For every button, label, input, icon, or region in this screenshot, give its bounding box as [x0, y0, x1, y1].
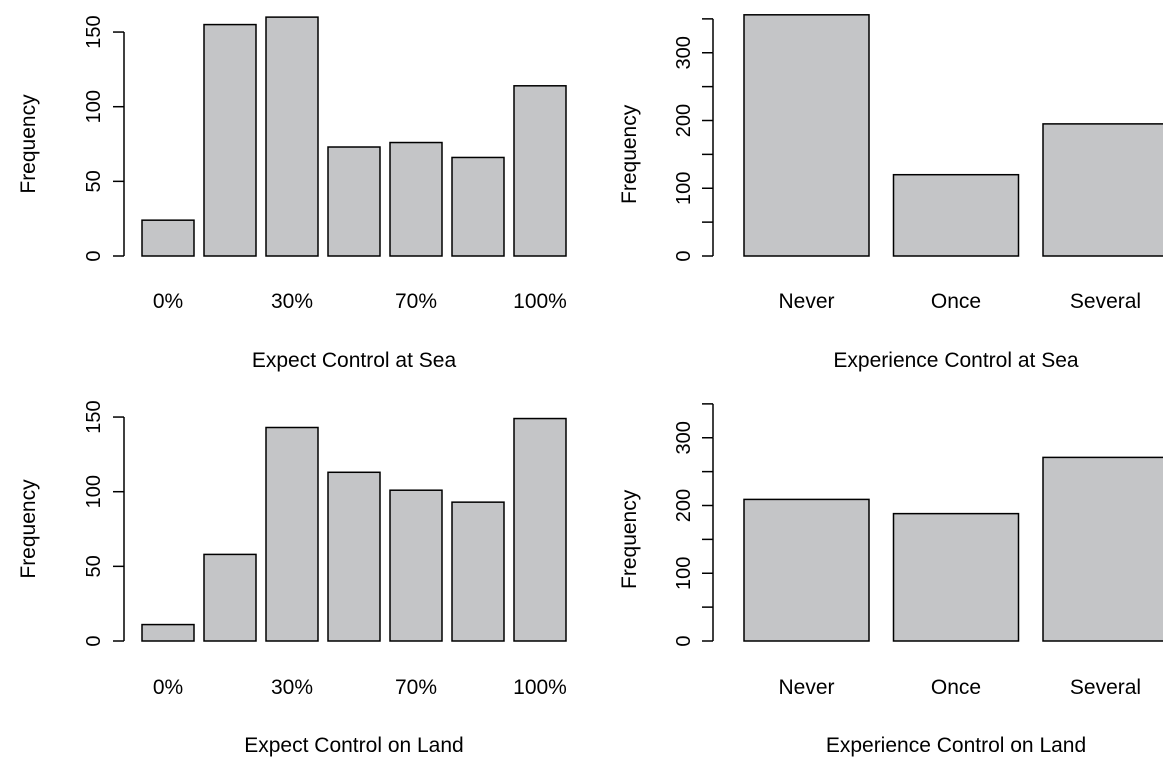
x-tick-label: 70% [395, 290, 437, 313]
x-tick-label: 100% [513, 676, 567, 699]
y-tick-label: 150 [83, 15, 105, 48]
x-tick-label: Several [1070, 676, 1141, 699]
bar-bar-5 [451, 501, 505, 642]
bar-never [743, 498, 870, 642]
y-tick-label: 300 [673, 421, 695, 454]
y-tick-label: 150 [83, 400, 105, 433]
y-tick-label: 300 [673, 36, 695, 69]
y-tick-label: 0 [83, 635, 105, 646]
x-tick-label: 0% [153, 676, 183, 699]
x-axis-title: Expect Control at Sea [252, 349, 457, 372]
y-tick-label: 0 [83, 250, 105, 261]
y-tick-label: 100 [83, 475, 105, 508]
y-axis-title: Frequency [17, 94, 40, 194]
bar-70pct [389, 141, 443, 257]
x-tick-label: Never [778, 290, 834, 313]
panel-experience-control-on-land: 0 100 200 300 Never Once Several Experience Con… [618, 403, 1163, 757]
y-axis-title: Frequency [618, 489, 641, 589]
bar-once [892, 512, 1020, 642]
bar-several [1042, 123, 1163, 257]
panel-expect-control-at-sea: 0 50 100 150 0% 30% 70% 100% Expect Control at S… [17, 15, 567, 372]
bar-30pct [265, 426, 319, 642]
bar-bar-1 [203, 23, 257, 257]
bar-never [743, 14, 870, 257]
x-tick-label: 30% [271, 290, 313, 313]
y-tick-label: 50 [83, 170, 105, 192]
x-tick-label: Never [778, 676, 834, 699]
bar-30pct [265, 16, 319, 257]
bar-0pct [141, 219, 195, 257]
y-tick-label: 200 [673, 489, 695, 522]
x-tick-label: 100% [513, 290, 567, 313]
bar-100pct [513, 417, 567, 642]
panel-expect-control-on-land: 0 50 100 150 0% 30% 70% 100% Expect Control on L… [17, 400, 567, 757]
y-tick-label: 200 [673, 104, 695, 137]
bar-bar-1 [203, 553, 257, 642]
x-tick-label: Once [931, 290, 981, 313]
bar-once [892, 173, 1020, 257]
x-axis-title: Experience Control at Sea [833, 349, 1078, 372]
y-tick-label: 100 [83, 90, 105, 123]
x-axis-title: Expect Control on Land [244, 734, 463, 757]
x-axis-title: Experience Control on Land [826, 734, 1086, 757]
x-tick-label: 30% [271, 676, 313, 699]
x-tick-label: 70% [395, 676, 437, 699]
bar-several [1042, 456, 1163, 642]
y-tick-label: 100 [673, 172, 695, 205]
x-tick-label: Several [1070, 290, 1141, 313]
y-axis-title: Frequency [17, 479, 40, 579]
bar-bar-3 [327, 471, 381, 642]
x-tick-label: Once [931, 676, 981, 699]
panel-experience-control-at-sea: 0 100 200 300 Never Once Several Experience Con… [618, 14, 1163, 372]
x-tick-label: 0% [153, 290, 183, 313]
bar-bar-3 [327, 146, 381, 257]
bar-70pct [389, 489, 443, 642]
bar-0pct [141, 623, 195, 642]
y-tick-label: 0 [673, 635, 695, 646]
y-axis-title: Frequency [618, 104, 641, 204]
y-tick-label: 50 [83, 555, 105, 577]
y-tick-label: 100 [673, 557, 695, 590]
bar-bar-5 [451, 156, 505, 257]
y-tick-label: 0 [673, 250, 695, 261]
bar-100pct [513, 85, 567, 257]
